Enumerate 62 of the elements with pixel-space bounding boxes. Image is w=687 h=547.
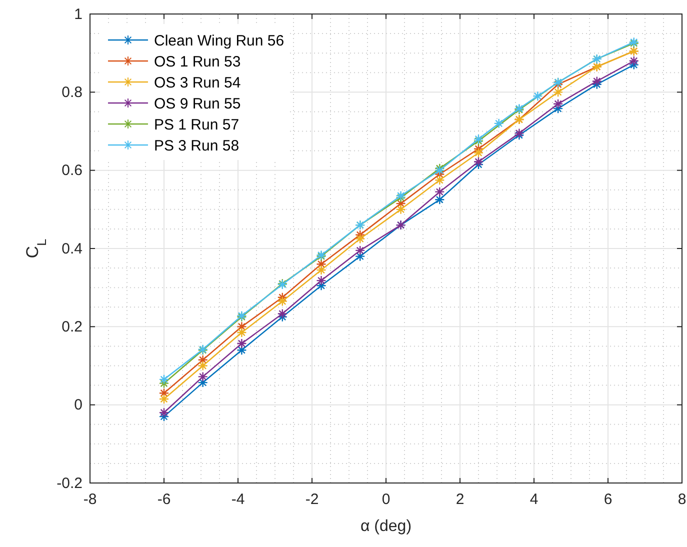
y-tick-label: 0.8 bbox=[62, 84, 82, 101]
point bbox=[494, 118, 504, 129]
y-tick-label: 0.4 bbox=[62, 240, 82, 258]
point bbox=[198, 372, 208, 382]
legend-label: PS 1 Run 57 bbox=[154, 116, 240, 134]
point bbox=[396, 204, 406, 215]
y-tick-label: 0.6 bbox=[62, 162, 82, 180]
point bbox=[316, 280, 326, 291]
point bbox=[355, 234, 366, 244]
point bbox=[198, 377, 208, 388]
x-tick-label: -4 bbox=[231, 491, 245, 508]
point bbox=[236, 345, 247, 356]
point bbox=[592, 79, 602, 90]
x-tick-label: -8 bbox=[83, 491, 97, 508]
point bbox=[434, 194, 445, 205]
point bbox=[236, 327, 247, 338]
point bbox=[158, 408, 170, 418]
legend-label: OS 9 Run 55 bbox=[154, 95, 241, 112]
point bbox=[198, 360, 208, 371]
x-tick-label: -6 bbox=[157, 491, 171, 508]
x-tick-label: 0 bbox=[382, 491, 390, 508]
point bbox=[473, 144, 484, 154]
legend-label: OS 3 Run 54 bbox=[154, 74, 241, 92]
point bbox=[628, 56, 639, 66]
point bbox=[236, 338, 247, 349]
legend-label: OS 1 Run 53 bbox=[154, 53, 241, 70]
point bbox=[473, 148, 484, 158]
point bbox=[277, 312, 288, 322]
point bbox=[552, 98, 564, 109]
point bbox=[277, 292, 288, 302]
x-tick-label: -2 bbox=[305, 491, 319, 508]
point bbox=[316, 264, 326, 276]
point bbox=[316, 259, 326, 270]
y-tick-label: 0 bbox=[74, 396, 82, 414]
x-tick-label: 4 bbox=[530, 491, 538, 508]
point bbox=[355, 245, 366, 256]
point bbox=[198, 354, 208, 365]
legend-label: PS 3 Run 58 bbox=[154, 137, 240, 154]
point bbox=[552, 87, 564, 98]
point bbox=[158, 388, 170, 398]
point bbox=[236, 322, 247, 332]
point bbox=[473, 156, 484, 167]
point bbox=[316, 275, 326, 286]
point bbox=[396, 198, 406, 209]
x-tick-label: 2 bbox=[456, 491, 464, 508]
x-tick-label: 8 bbox=[678, 491, 686, 508]
y-tick-label: 0.2 bbox=[62, 318, 82, 336]
x-tick-label: 6 bbox=[604, 491, 612, 508]
point bbox=[434, 175, 445, 186]
y-tick-label: -0.2 bbox=[56, 474, 82, 492]
y-tick-label: 1 bbox=[74, 6, 82, 23]
point bbox=[434, 186, 445, 197]
point bbox=[158, 394, 170, 404]
point bbox=[158, 374, 170, 385]
point bbox=[532, 90, 543, 102]
point bbox=[355, 251, 366, 262]
legend-label: Clean Wing Run 56 bbox=[154, 32, 284, 50]
point bbox=[592, 76, 602, 86]
point bbox=[277, 296, 288, 306]
point bbox=[355, 230, 366, 240]
point bbox=[277, 308, 288, 319]
x-axis-title: α (deg) bbox=[360, 518, 412, 535]
